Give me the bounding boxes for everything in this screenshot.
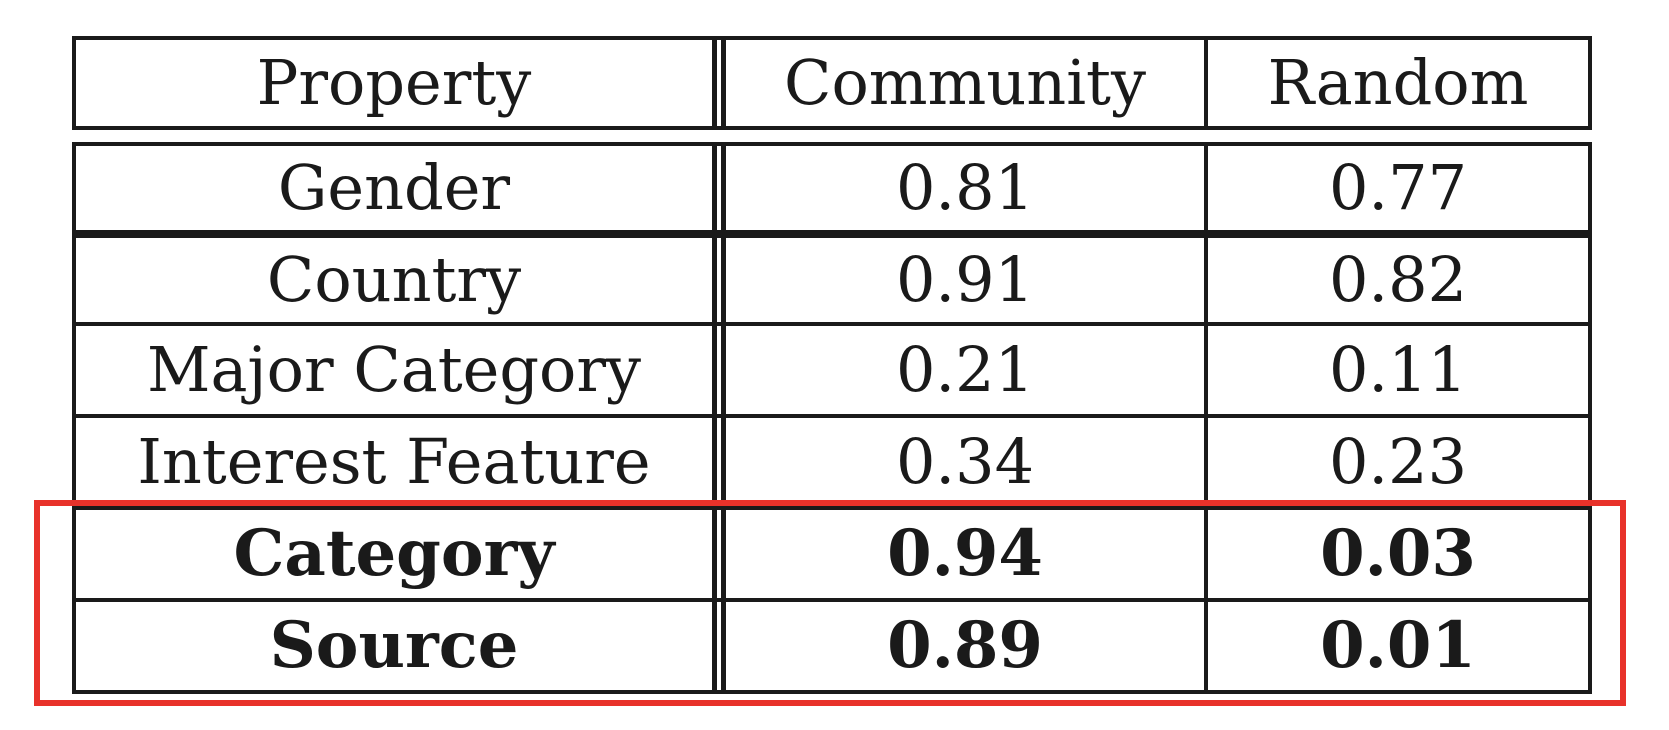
table-row: Major Category 0.21 0.11 (72, 326, 1592, 418)
table-header-row: Property Community Random (72, 36, 1592, 130)
cell-community: 0.94 (712, 510, 1204, 598)
cell-property: Interest Feature (72, 418, 712, 506)
header-property: Property (72, 40, 712, 126)
cell-community: 0.91 (712, 238, 1204, 322)
table-row: Gender 0.81 0.77 (72, 142, 1592, 234)
cell-community: 0.89 (712, 602, 1204, 690)
cell-random: 0.23 (1204, 418, 1592, 506)
cell-property: Country (72, 238, 712, 322)
table-row-highlighted: Source 0.89 0.01 (72, 602, 1592, 694)
header-random: Random (1204, 40, 1592, 126)
cell-random: 0.11 (1204, 326, 1592, 414)
table-row-highlighted: Category 0.94 0.03 (72, 510, 1592, 602)
cell-community: 0.21 (712, 326, 1204, 414)
highlight-box (34, 500, 1626, 706)
cell-random: 0.01 (1204, 602, 1592, 690)
cell-community: 0.81 (712, 146, 1204, 230)
cell-property: Gender (72, 146, 712, 230)
cell-random: 0.82 (1204, 238, 1592, 322)
table-row: Country 0.91 0.82 (72, 234, 1592, 326)
cell-property: Major Category (72, 326, 712, 414)
cell-property: Source (72, 602, 712, 690)
cell-random: 0.77 (1204, 146, 1592, 230)
cell-property: Category (72, 510, 712, 598)
cell-community: 0.34 (712, 418, 1204, 506)
table-row: Interest Feature 0.34 0.23 (72, 418, 1592, 510)
header-community: Community (712, 40, 1204, 126)
cell-random: 0.03 (1204, 510, 1592, 598)
